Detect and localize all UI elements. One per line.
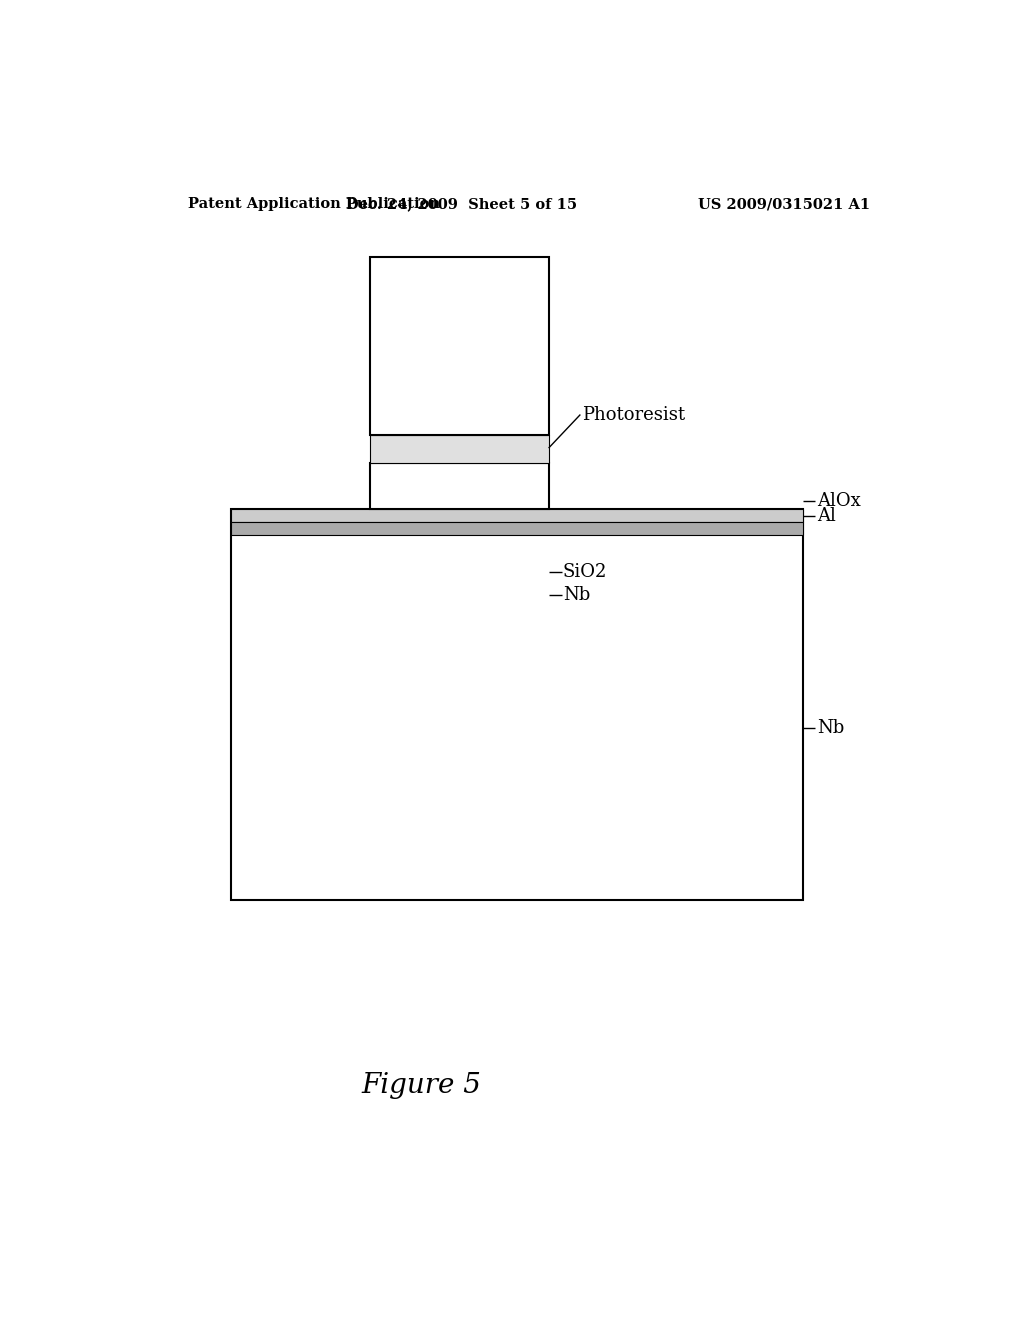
Bar <box>231 523 803 536</box>
Text: Photoresist: Photoresist <box>582 405 685 424</box>
Text: Figure 5: Figure 5 <box>361 1072 481 1098</box>
Bar <box>370 463 549 510</box>
Bar <box>231 510 803 900</box>
Text: Nb: Nb <box>563 586 590 605</box>
Text: Patent Application Publication: Patent Application Publication <box>187 197 439 211</box>
Text: US 2009/0315021 A1: US 2009/0315021 A1 <box>698 197 870 211</box>
Text: Al: Al <box>817 507 836 525</box>
Bar <box>231 510 803 523</box>
Text: Dec. 24, 2009  Sheet 5 of 15: Dec. 24, 2009 Sheet 5 of 15 <box>346 197 577 211</box>
Bar <box>370 257 549 434</box>
Bar <box>370 434 549 463</box>
Text: AlOx: AlOx <box>817 492 860 510</box>
Text: SiO2: SiO2 <box>563 564 607 581</box>
Text: Nb: Nb <box>817 718 844 737</box>
